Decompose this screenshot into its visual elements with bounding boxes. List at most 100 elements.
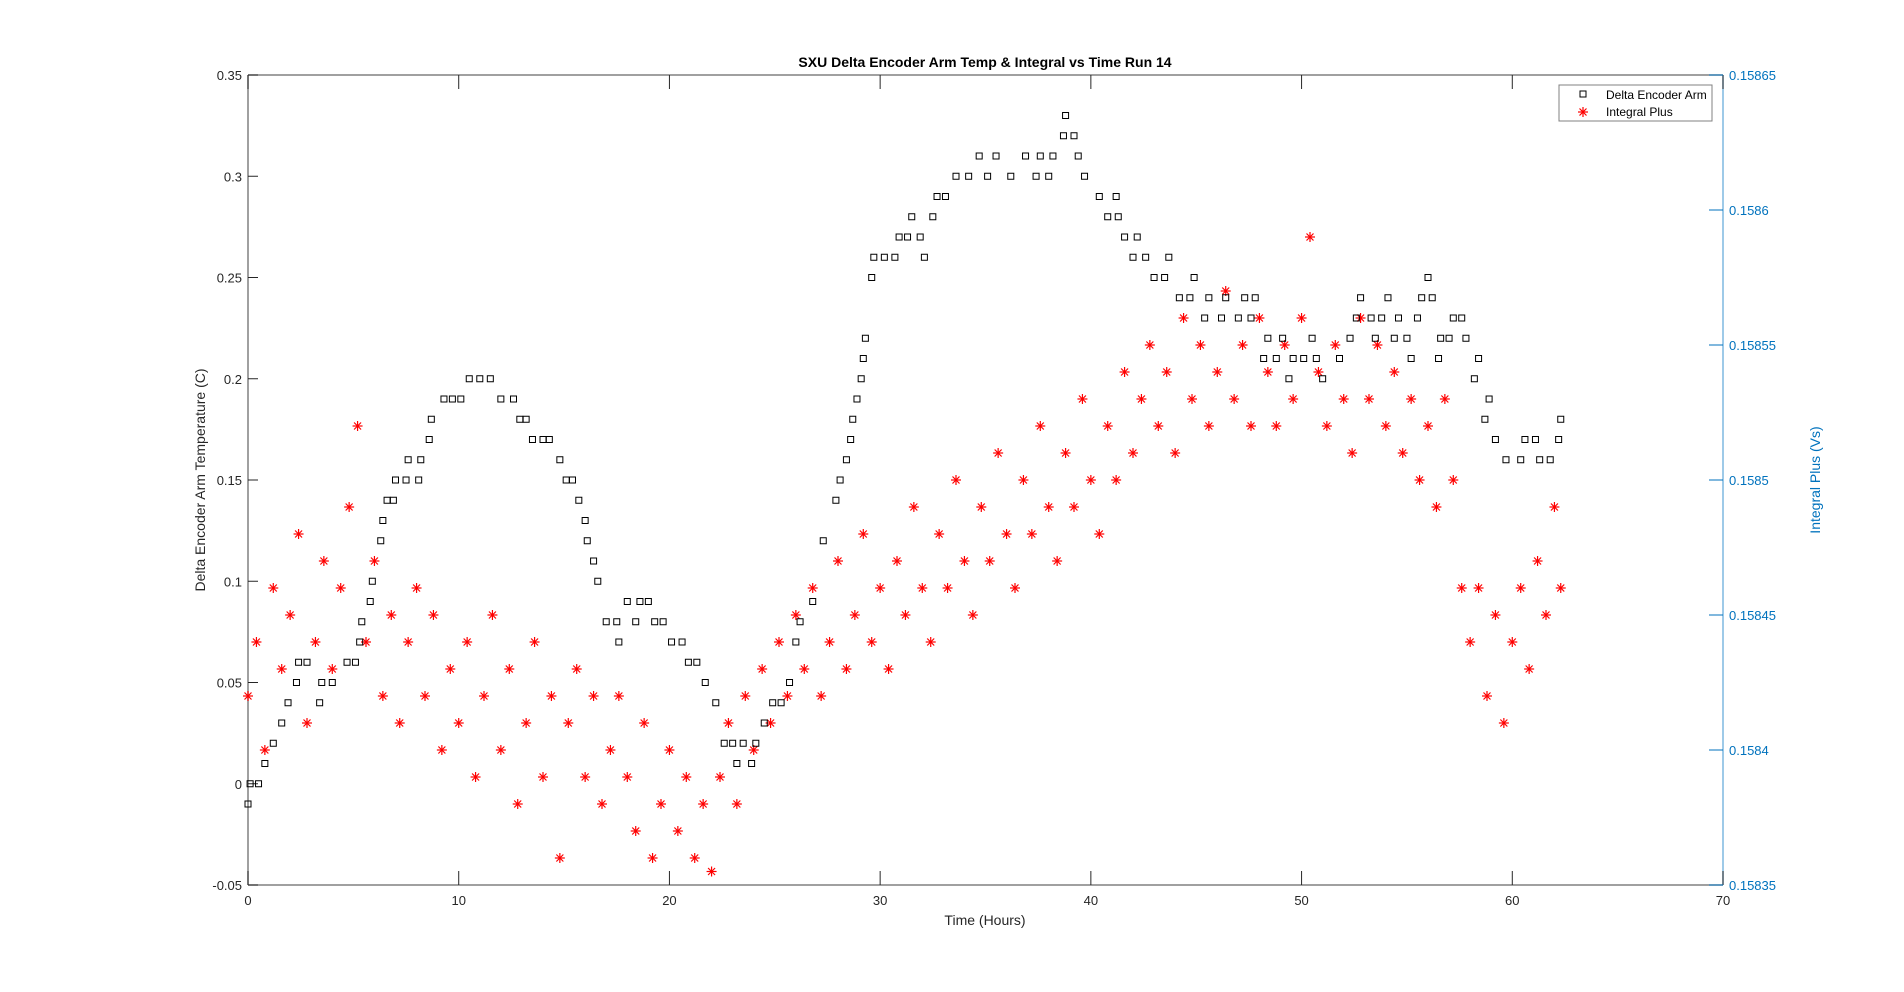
delta-encoder-arm-point: [849, 415, 857, 423]
delta-encoder-arm-point: [965, 172, 973, 180]
integral-plus-point: [858, 529, 869, 539]
delta-encoder-arm-point: [1201, 314, 1209, 322]
integral-plus-point: [1077, 394, 1088, 404]
delta-encoder-arm-point: [748, 760, 756, 767]
integral-plus-point: [866, 637, 877, 647]
delta-encoder-arm-point: [1536, 456, 1544, 464]
delta-encoder-arm-point: [952, 172, 960, 180]
delta-encoder-arm-point: [246, 780, 254, 788]
integral-plus-point: [1262, 367, 1273, 377]
delta-encoder-arm-point: [295, 658, 303, 666]
delta-encoder-arm-point: [613, 618, 621, 626]
integral-plus-point: [1119, 367, 1130, 377]
integral-plus-point: [344, 502, 355, 512]
integral-plus-point: [1305, 232, 1315, 242]
integral-plus-point: [1195, 340, 1206, 350]
integral-plus-point: [1254, 313, 1265, 323]
integral-plus-point: [1136, 394, 1147, 404]
delta-encoder-arm-point: [1491, 436, 1499, 443]
integral-plus-point: [251, 637, 262, 647]
delta-encoder-arm-point: [929, 213, 937, 221]
integral-plus-point: [335, 583, 346, 593]
integral-plus-point: [1153, 421, 1164, 431]
delta-encoder-arm-point: [392, 476, 399, 484]
integral-plus-point: [369, 556, 380, 566]
delta-encoder-arm-point: [720, 739, 728, 747]
delta-encoder-arm-point: [1449, 314, 1457, 322]
delta-encoder-arm-point: [528, 436, 536, 443]
delta-encoder-arm-point: [1384, 294, 1392, 302]
integral-plus-point: [1532, 556, 1543, 566]
integral-plus-point: [268, 583, 279, 593]
integral-plus-point: [495, 745, 506, 755]
integral-plus-point: [807, 583, 818, 593]
delta-encoder-arm-point: [1357, 294, 1365, 302]
delta-encoder-arm-point: [425, 436, 433, 443]
integral-plus-point: [1372, 340, 1383, 350]
integral-plus-point: [959, 556, 970, 566]
integral-plus-point: [1549, 502, 1560, 512]
integral-plus-point: [1482, 691, 1492, 701]
delta-encoder-arm-point: [1070, 132, 1078, 140]
integral-plus-point: [588, 691, 599, 701]
delta-encoder-arm-point: [1251, 294, 1259, 302]
integral-plus-point: [470, 772, 481, 782]
integral-plus-point: [639, 718, 650, 728]
x-tick-label: 40: [1084, 893, 1098, 908]
integral-plus-point: [563, 718, 574, 728]
legend: Delta Encoder Arm Integral Plus: [1558, 84, 1713, 122]
integral-plus-point: [1001, 529, 1012, 539]
delta-encoder-arm-point: [684, 658, 692, 666]
integral-plus-point: [1271, 421, 1282, 431]
delta-encoder-arm-point: [880, 253, 888, 261]
integral-plus-point: [276, 664, 287, 674]
integral-plus-point: [1128, 448, 1138, 458]
delta-encoder-arm-point: [1336, 355, 1343, 362]
delta-encoder-arm-point: [389, 496, 397, 504]
integral-plus-point: [1035, 421, 1046, 431]
delta-encoder-arm-point: [792, 638, 800, 646]
integral-plus-point: [361, 637, 371, 647]
delta-encoder-arm-point: [916, 233, 924, 241]
delta-encoder-arm-point: [832, 496, 840, 504]
delta-encoder-arm-point: [1470, 375, 1478, 383]
integral-plus-point: [782, 691, 793, 701]
integral-plus-point: [394, 718, 405, 728]
integral-plus-point: [900, 610, 911, 620]
delta-encoder-arm-point: [583, 537, 591, 545]
delta-encoder-arm-point: [1367, 314, 1375, 322]
delta-encoder-arm-point: [1081, 172, 1089, 180]
legend-square-marker-icon: [1579, 90, 1587, 98]
delta-encoder-arm-point: [539, 436, 547, 443]
integral-plus-point: [445, 664, 456, 674]
delta-encoder-arm-point: [1264, 334, 1272, 342]
y-tick-label-right: 0.15835: [1729, 878, 1776, 893]
integral-plus-point: [1397, 448, 1408, 458]
delta-encoder-arm-point: [383, 496, 391, 504]
delta-encoder-arm-point: [701, 679, 709, 686]
integral-plus-point: [892, 556, 902, 566]
integral-plus-point: [420, 691, 430, 701]
integral-plus-point: [1423, 421, 1433, 431]
delta-encoder-arm-point: [1521, 436, 1529, 443]
delta-encoder-arm-point: [1390, 334, 1398, 342]
delta-encoder-arm-point: [1222, 294, 1230, 302]
integral-plus-point: [436, 745, 447, 755]
integral-plus-point: [883, 664, 894, 674]
integral-plus-point: [1229, 394, 1240, 404]
x-tick-label: 60: [1505, 893, 1519, 908]
integral-plus-point: [731, 799, 742, 809]
legend-entry-delta-encoder-arm: Delta Encoder Arm: [1606, 88, 1707, 102]
integral-plus-point: [1473, 583, 1484, 593]
delta-encoder-arm-point: [760, 719, 768, 727]
integral-plus-point: [622, 772, 633, 782]
integral-plus-point: [1321, 421, 1332, 431]
delta-encoder-arm-point: [859, 355, 867, 362]
integral-plus-point: [377, 691, 388, 701]
integral-plus-point: [453, 718, 464, 728]
delta-encoder-arm-point: [278, 719, 286, 727]
delta-encoder-arm-point: [545, 436, 553, 443]
integral-plus-point: [462, 637, 473, 647]
integral-plus-point: [1541, 610, 1551, 620]
integral-plus-point: [790, 610, 801, 620]
